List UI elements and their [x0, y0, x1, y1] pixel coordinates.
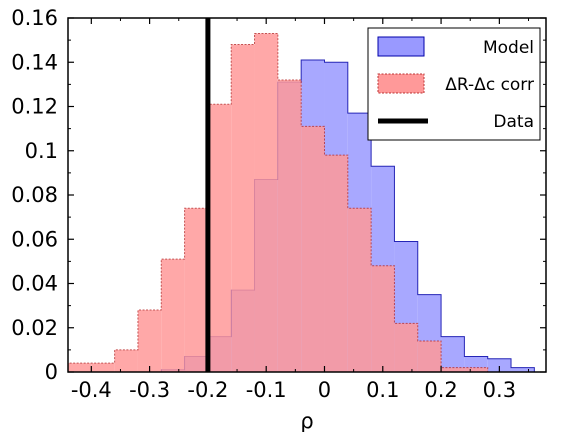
- x-tick-label: 0.1: [366, 378, 399, 402]
- x-axis-label: ρ: [300, 409, 313, 432]
- y-tick-label: 0.06: [11, 227, 58, 251]
- y-tick-label: 0.12: [11, 95, 58, 119]
- bar-0-18: [487, 358, 512, 372]
- bar-1-12: [347, 208, 372, 372]
- y-tick-label: 0.04: [11, 272, 58, 296]
- bar-1-1: [91, 363, 115, 372]
- legend-label-2: Data: [493, 112, 534, 132]
- bar-1-11: [324, 155, 348, 372]
- histogram-bars: [67, 32, 535, 373]
- y-tick-label: 0.16: [11, 6, 58, 30]
- legend-label-0: Model: [483, 38, 534, 58]
- bar-1-14: [394, 323, 418, 372]
- bar-1-9: [277, 79, 302, 372]
- y-tick-label: 0.1: [25, 139, 58, 163]
- bar-1-5: [184, 208, 208, 372]
- y-tick-label: 0: [45, 360, 58, 384]
- bar-1-0: [68, 363, 92, 372]
- bar-1-3: [137, 310, 162, 372]
- legend-label-1: ΔR-Δc corr: [445, 75, 534, 95]
- bar-0-19: [511, 367, 535, 372]
- x-tick-label: 0.2: [424, 378, 457, 402]
- y-tick-label: 0.08: [11, 183, 58, 207]
- x-tick-label: -0.3: [129, 378, 170, 402]
- x-tick-label: 0.3: [483, 378, 516, 402]
- bar-1-8: [254, 33, 278, 373]
- bar-1-10: [301, 126, 325, 372]
- y-tick-label: 0.14: [11, 50, 58, 74]
- bar-1-17: [464, 367, 488, 372]
- x-tick-label: -0.4: [71, 378, 112, 402]
- x-tick-label: -0.1: [246, 378, 287, 402]
- x-tick-label: -0.2: [187, 378, 228, 402]
- bar-1-15: [417, 341, 442, 372]
- bar-1-4: [161, 259, 185, 372]
- series-outline-1: [67, 32, 535, 373]
- legend-swatch-0: [377, 36, 425, 57]
- bar-1-7: [231, 44, 255, 373]
- legend-swatch-1: [377, 73, 425, 94]
- legend: Model ΔR-Δc corr Data: [367, 27, 541, 141]
- y-tick-label: 0.02: [11, 316, 58, 340]
- bar-1-16: [441, 367, 465, 372]
- series-1: [67, 32, 535, 373]
- x-tick-label: 0: [318, 378, 331, 402]
- bar-1-2: [114, 349, 138, 372]
- bar-1-6: [207, 104, 232, 372]
- bar-0-16: [441, 336, 465, 372]
- bar-1-13: [371, 265, 395, 372]
- axes: -0.4 -0.3 -0.2 -0.1 0 0.1 0.2 0.3 0 0.02 0.04 0.06 0…: [11, 6, 547, 432]
